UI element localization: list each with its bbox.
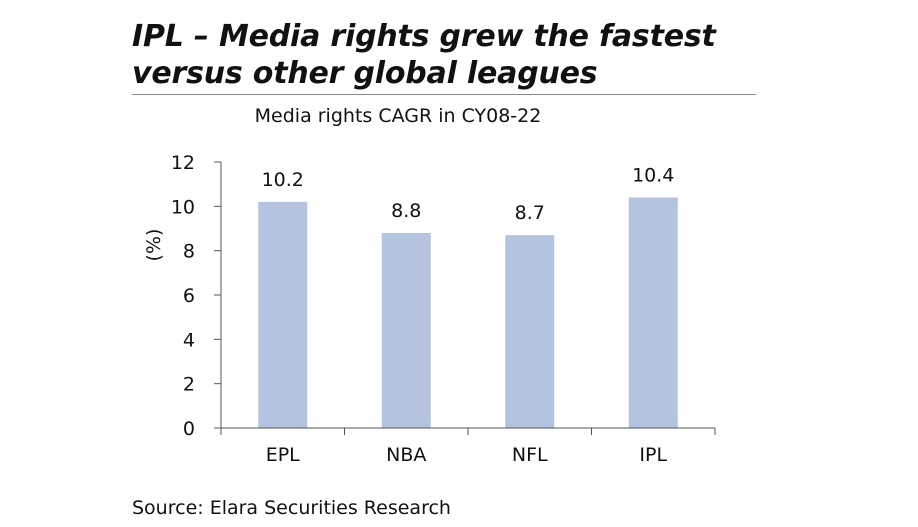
y-axis-ticks: 0 2 4 6 8 10 12 [171, 152, 221, 440]
data-label: 10.4 [632, 164, 674, 186]
x-category-label: IPL [639, 444, 667, 466]
source-note: Source: Elara Securities Research [132, 497, 451, 519]
y-tick-label: 12 [171, 152, 195, 174]
y-axis-label: (%) [143, 229, 165, 262]
y-tick-label: 2 [183, 374, 195, 396]
axes-group [220, 162, 716, 435]
bar-epl [258, 201, 308, 428]
title-divider [132, 94, 756, 95]
bars-group: 10.2 EPL 8.8 NBA 8.7 NFL 10.4 IPL [258, 164, 678, 466]
y-tick-label: 0 [183, 418, 195, 440]
data-label: 10.2 [262, 169, 304, 191]
data-label: 8.8 [391, 200, 421, 222]
data-label: 8.7 [515, 202, 545, 224]
y-tick-label: 10 [171, 196, 195, 218]
bar-nba [381, 232, 431, 428]
x-category-label: NFL [512, 444, 548, 466]
bar-nfl [505, 235, 555, 428]
x-category-label: EPL [266, 444, 300, 466]
page-title: IPL – Media rights grew the fastest vers… [132, 19, 716, 91]
y-tick-label: 6 [183, 285, 195, 307]
x-category-label: NBA [386, 444, 426, 466]
bar-ipl [628, 197, 678, 428]
y-tick-label: 4 [183, 329, 195, 351]
chart-title: Media rights CAGR in CY08-22 [255, 105, 542, 127]
y-tick-label: 8 [183, 241, 195, 263]
